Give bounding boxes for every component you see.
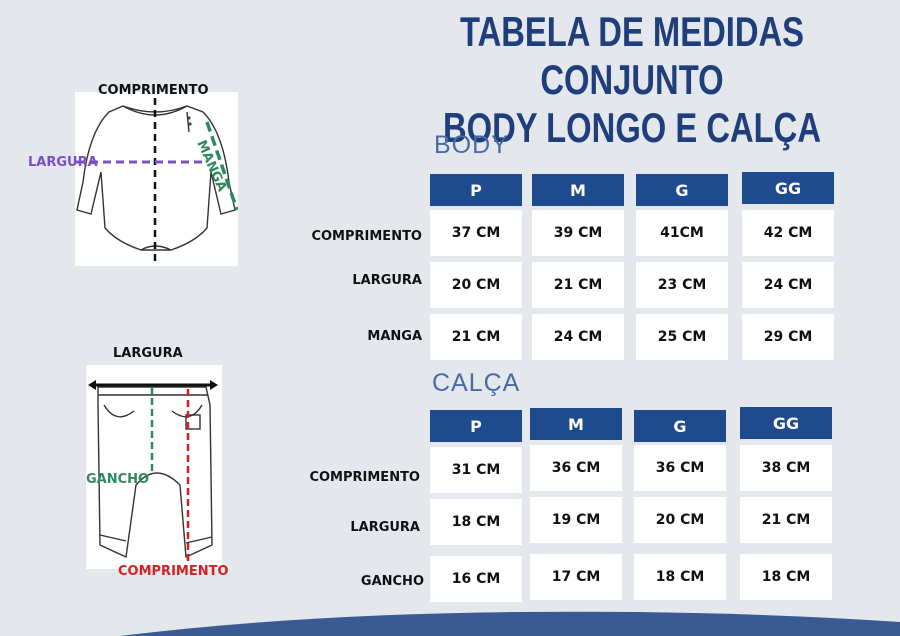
- body-row-label-largura: LARGURA: [352, 273, 422, 288]
- calca-cell: 19 CM: [530, 497, 622, 543]
- calca-cell: 20 CM: [634, 497, 726, 543]
- body-illustration: [75, 92, 238, 266]
- body-size-header-p: P: [430, 174, 522, 206]
- calca-cell: 17 CM: [530, 554, 622, 600]
- calca-size-header-g: G: [634, 410, 726, 442]
- calca-illustration: [86, 365, 222, 569]
- body-row-label-comprimento: COMPRIMENTO: [311, 229, 422, 244]
- body-largura-label: LARGURA: [28, 155, 98, 170]
- pants-icon: [88, 380, 218, 565]
- body-cell: 29 CM: [742, 314, 834, 360]
- body-size-header-g: G: [636, 174, 728, 206]
- body-cell: 41CM: [636, 210, 728, 256]
- calca-cell: 31 CM: [430, 447, 522, 493]
- body-cell: 37 CM: [430, 210, 522, 256]
- calca-size-header-m: M: [530, 408, 622, 440]
- body-cell: 21 CM: [532, 262, 624, 308]
- calca-row-label-largura: LARGURA: [350, 520, 420, 535]
- calca-row-label-gancho: GANCHO: [360, 574, 424, 589]
- body-cell: 21 CM: [430, 314, 522, 360]
- body-cell: 39 CM: [532, 210, 624, 256]
- body-size-header-m: M: [532, 174, 624, 206]
- calca-comprimento-label: COMPRIMENTO: [118, 564, 229, 579]
- body-cell: 42 CM: [742, 210, 834, 256]
- body-row-label-manga: MANGA: [367, 329, 422, 344]
- calca-largura-label: LARGURA: [113, 346, 183, 361]
- largura-line-ext: [74, 160, 80, 164]
- calca-section-title: CALÇA: [432, 369, 521, 397]
- body-cell: 25 CM: [636, 314, 728, 360]
- calca-cell: 36 CM: [634, 445, 726, 491]
- title-line-2: BODY LONGO E CALÇA: [443, 104, 821, 151]
- body-comprimento-label: COMPRIMENTO: [98, 83, 209, 98]
- body-cell: 24 CM: [742, 262, 834, 308]
- title-line-1: TABELA DE MEDIDAS CONJUNTO: [460, 8, 804, 103]
- body-cell: 24 CM: [532, 314, 624, 360]
- calca-gancho-label: GANCHO: [86, 472, 150, 487]
- calca-cell: 18 CM: [430, 499, 522, 545]
- body-cell: 23 CM: [636, 262, 728, 308]
- calca-size-header-gg: GG: [740, 407, 832, 439]
- page-title: TABELA DE MEDIDAS CONJUNTO BODY LONGO E …: [429, 8, 835, 152]
- calca-size-header-p: P: [430, 410, 522, 442]
- body-size-header-gg: GG: [742, 172, 834, 204]
- calca-cell: 18 CM: [634, 554, 726, 600]
- calca-cell: 38 CM: [740, 445, 832, 491]
- calca-cell: 16 CM: [430, 556, 522, 602]
- body-cell: 20 CM: [430, 262, 522, 308]
- calca-cell: 18 CM: [740, 554, 832, 600]
- measure-lines: [75, 98, 238, 266]
- body-section-title: BODY: [434, 131, 509, 159]
- bottom-wave: [120, 611, 900, 636]
- calca-cell: 21 CM: [740, 497, 832, 543]
- calca-row-label-comprimento: COMPRIMENTO: [309, 470, 420, 485]
- calca-cell: 36 CM: [530, 445, 622, 491]
